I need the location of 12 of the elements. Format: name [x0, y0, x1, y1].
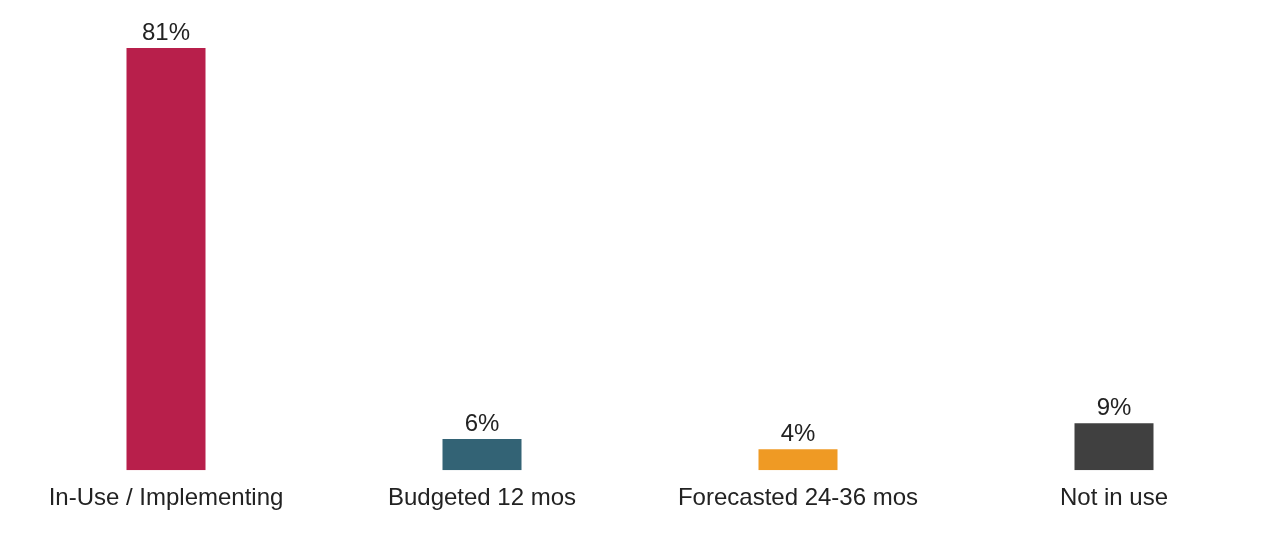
bar: [758, 449, 838, 471]
x-tick-label: In-Use / Implementing: [48, 483, 284, 511]
bar: [126, 48, 206, 471]
bar: [442, 438, 522, 471]
x-tick-label: Not in use: [1059, 483, 1169, 511]
x-tick-label: Budgeted 12 mos: [387, 483, 577, 511]
x-tick-label: Forecasted 24-36 mos: [677, 483, 919, 511]
data-label: 4%: [780, 418, 816, 446]
data-label: 6%: [464, 408, 500, 436]
data-label: 81%: [141, 17, 191, 45]
data-label: 9%: [1096, 392, 1132, 420]
bar: [1074, 423, 1154, 471]
